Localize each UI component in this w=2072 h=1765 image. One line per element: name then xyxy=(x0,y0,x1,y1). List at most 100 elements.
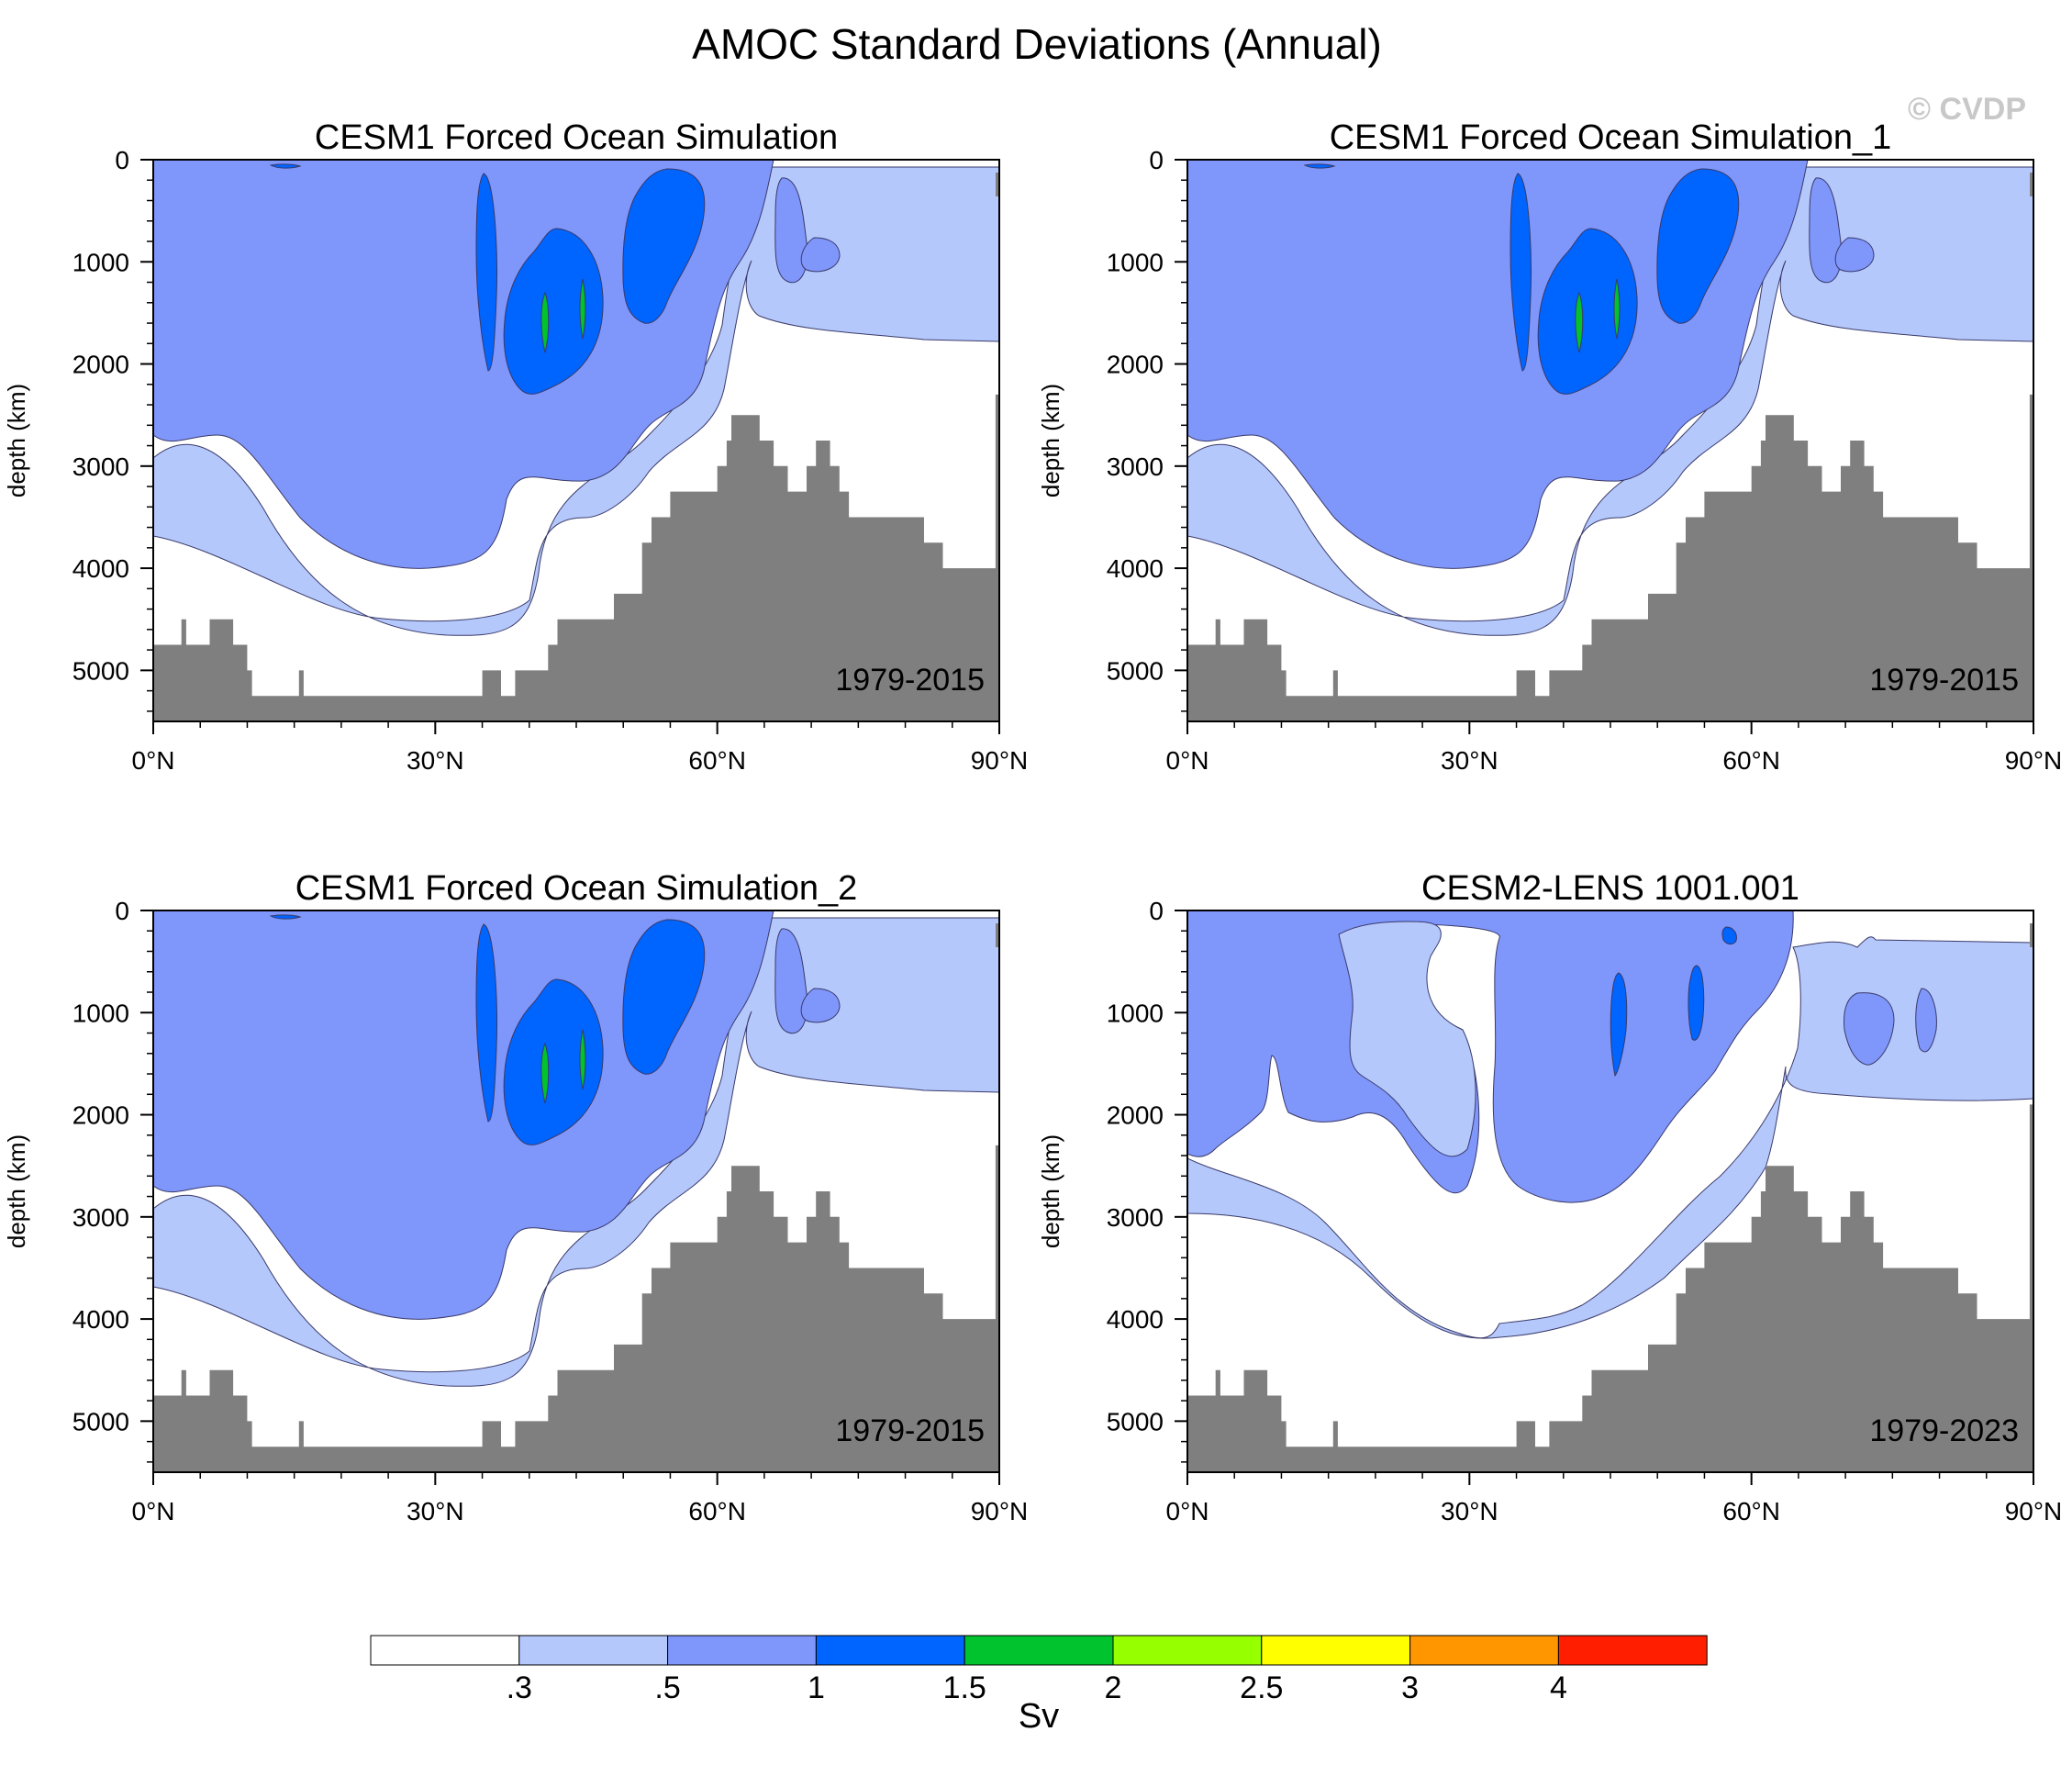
contour-level-1 xyxy=(475,923,497,1123)
y-tick-label: 2000 xyxy=(1107,1101,1164,1130)
contour-level-1 xyxy=(1537,228,1638,395)
contour-level-0.5 xyxy=(1844,992,1895,1066)
colorbar-tick-label: .3 xyxy=(507,1670,532,1705)
contour-level-0.3 xyxy=(153,917,999,1387)
contour-level-1.5 xyxy=(1575,291,1584,353)
contour-level-1 xyxy=(1303,163,1336,169)
colorbar-box xyxy=(667,1635,817,1666)
panel-title: CESM1 Forced Ocean Simulation xyxy=(315,118,838,157)
panel-cesm1-2: CESM1 Forced Ocean Simulation_2 0 1000 200… xyxy=(3,869,1028,1525)
colorbar-tick-label: 1.5 xyxy=(943,1670,986,1705)
y-tick-label: 1000 xyxy=(1107,999,1164,1027)
bathymetry-land xyxy=(153,394,999,721)
x-tick-label: 30°N xyxy=(407,746,464,775)
panel-cesm1: CESM1 Forced Ocean Simulation 0 1000 2000 3… xyxy=(3,118,1028,775)
colorbar-tick-label: 1 xyxy=(808,1670,825,1705)
colorbar-box xyxy=(518,1635,669,1666)
x-tick-label: 60°N xyxy=(688,1497,746,1525)
y-tick-label: 0 xyxy=(115,146,129,174)
colorbar-box xyxy=(815,1635,965,1666)
x-tick-label: 90°N xyxy=(2005,746,2063,775)
contour-level-0.5 xyxy=(1187,160,1809,569)
y-tick-label: 0 xyxy=(115,897,129,925)
x-tick-label: 30°N xyxy=(1441,1497,1498,1525)
x-tick-label: 30°N xyxy=(407,1497,464,1525)
contour-level-1 xyxy=(269,163,302,169)
contour-level-1 xyxy=(269,914,302,920)
y-tick-label: 4000 xyxy=(1107,1305,1164,1334)
contour-level-0.5 xyxy=(153,160,774,569)
y-tick-label: 1000 xyxy=(72,248,129,276)
contour-level-0.5 xyxy=(774,177,808,284)
contour-level-1 xyxy=(622,168,706,324)
y-tick-label: 4000 xyxy=(72,554,129,583)
contour-level-1.5 xyxy=(579,1029,586,1090)
x-tick-label: 0°N xyxy=(132,1497,175,1525)
contour-level-1 xyxy=(1721,926,1737,945)
contour-level-0.5 xyxy=(153,910,774,1320)
contour-level-1.5 xyxy=(540,291,550,353)
y-tick-label: 3000 xyxy=(72,1203,129,1232)
watermark: © CVDP xyxy=(1908,92,2026,127)
x-tick-label: 0°N xyxy=(132,746,175,775)
contour-level-0.3 xyxy=(153,166,999,636)
contour-level-0.5 xyxy=(1834,237,1875,273)
contour-level-1 xyxy=(475,173,497,372)
colorbar-tick-label: 2.5 xyxy=(1240,1670,1283,1705)
x-tick-label: 60°N xyxy=(1722,746,1780,775)
colorbar-tick-label: 4 xyxy=(1550,1670,1567,1705)
contour-level-0.5 xyxy=(1915,988,1937,1053)
x-tick-label: 90°N xyxy=(971,1497,1029,1525)
shelf-stub xyxy=(996,923,999,947)
y-tick-label: 4000 xyxy=(1107,554,1164,583)
contour-level-0.5 xyxy=(774,928,808,1034)
y-tick-label: 0 xyxy=(1149,897,1164,925)
y-tick-label: 1000 xyxy=(72,999,129,1027)
contour-level-1.5 xyxy=(1613,278,1621,340)
colorbar-box xyxy=(370,1635,520,1666)
y-tick-label: 2000 xyxy=(72,351,129,379)
bathymetry-land xyxy=(153,1145,999,1472)
colorbar-tick-label: 2 xyxy=(1105,1670,1122,1705)
shelf-stub xyxy=(996,173,999,196)
colorbar: .3 .5 1 1.5 2 2.5 3 4 Sv xyxy=(370,1635,1708,1736)
axes: 0 1000 2000 3000 4000 5000 0°N 30°N 60°N 90°N xyxy=(1107,897,2063,1525)
panel-cesm2-lens: CESM2-LENS 1001.001 0 1000 2000 3000 4000 500… xyxy=(1037,869,2062,1525)
bathymetry-land xyxy=(1187,394,2033,721)
x-tick-label: 0°N xyxy=(1166,746,1209,775)
contour-fields xyxy=(153,910,999,1387)
x-tick-label: 60°N xyxy=(1722,1497,1780,1525)
figure-title: AMOC Standard Deviations (Annual) xyxy=(692,20,1382,68)
y-tick-label: 5000 xyxy=(1107,1407,1164,1435)
panel-title: CESM2-LENS 1001.001 xyxy=(1421,869,1799,908)
axes: 0 1000 2000 3000 4000 5000 0°N 30°N 60°N 90°N xyxy=(72,897,1029,1525)
y-tick-label: 3000 xyxy=(1107,452,1164,481)
years-label: 1979-2015 xyxy=(1869,663,2019,698)
panel-title: CESM1 Forced Ocean Simulation_2 xyxy=(295,869,858,908)
contour-level-0.5 xyxy=(1187,910,1794,1203)
contour-level-0.3 xyxy=(1187,936,2033,1339)
y-tick-label: 5000 xyxy=(72,656,129,685)
y-tick-label: 1000 xyxy=(1107,248,1164,276)
plot-area xyxy=(1187,910,2033,1472)
x-tick-label: 30°N xyxy=(1441,746,1498,775)
contour-level-1 xyxy=(1509,173,1532,372)
colorbar-tick-label: 3 xyxy=(1401,1670,1419,1705)
years-label: 1979-2015 xyxy=(835,1413,985,1448)
contour-level-1 xyxy=(622,919,706,1075)
contour-level-1.5 xyxy=(540,1042,550,1104)
contour-level-0.3 xyxy=(1187,166,2033,636)
colorbar-box xyxy=(1261,1635,1411,1666)
years-label: 1979-2023 xyxy=(1869,1413,2019,1448)
panel-title: CESM1 Forced Ocean Simulation_1 xyxy=(1330,118,1892,157)
years-label: 1979-2015 xyxy=(835,663,985,698)
y-tick-label: 2000 xyxy=(72,1101,129,1130)
y-tick-label: 0 xyxy=(1149,146,1164,174)
y-tick-label: 2000 xyxy=(1107,351,1164,379)
bathymetry-land xyxy=(1187,1104,2033,1472)
contour-level-1 xyxy=(503,978,604,1145)
contour-level-0.3 xyxy=(1338,921,1476,1157)
y-axis-label: depth (km) xyxy=(3,384,30,497)
x-tick-label: 0°N xyxy=(1166,1497,1209,1525)
